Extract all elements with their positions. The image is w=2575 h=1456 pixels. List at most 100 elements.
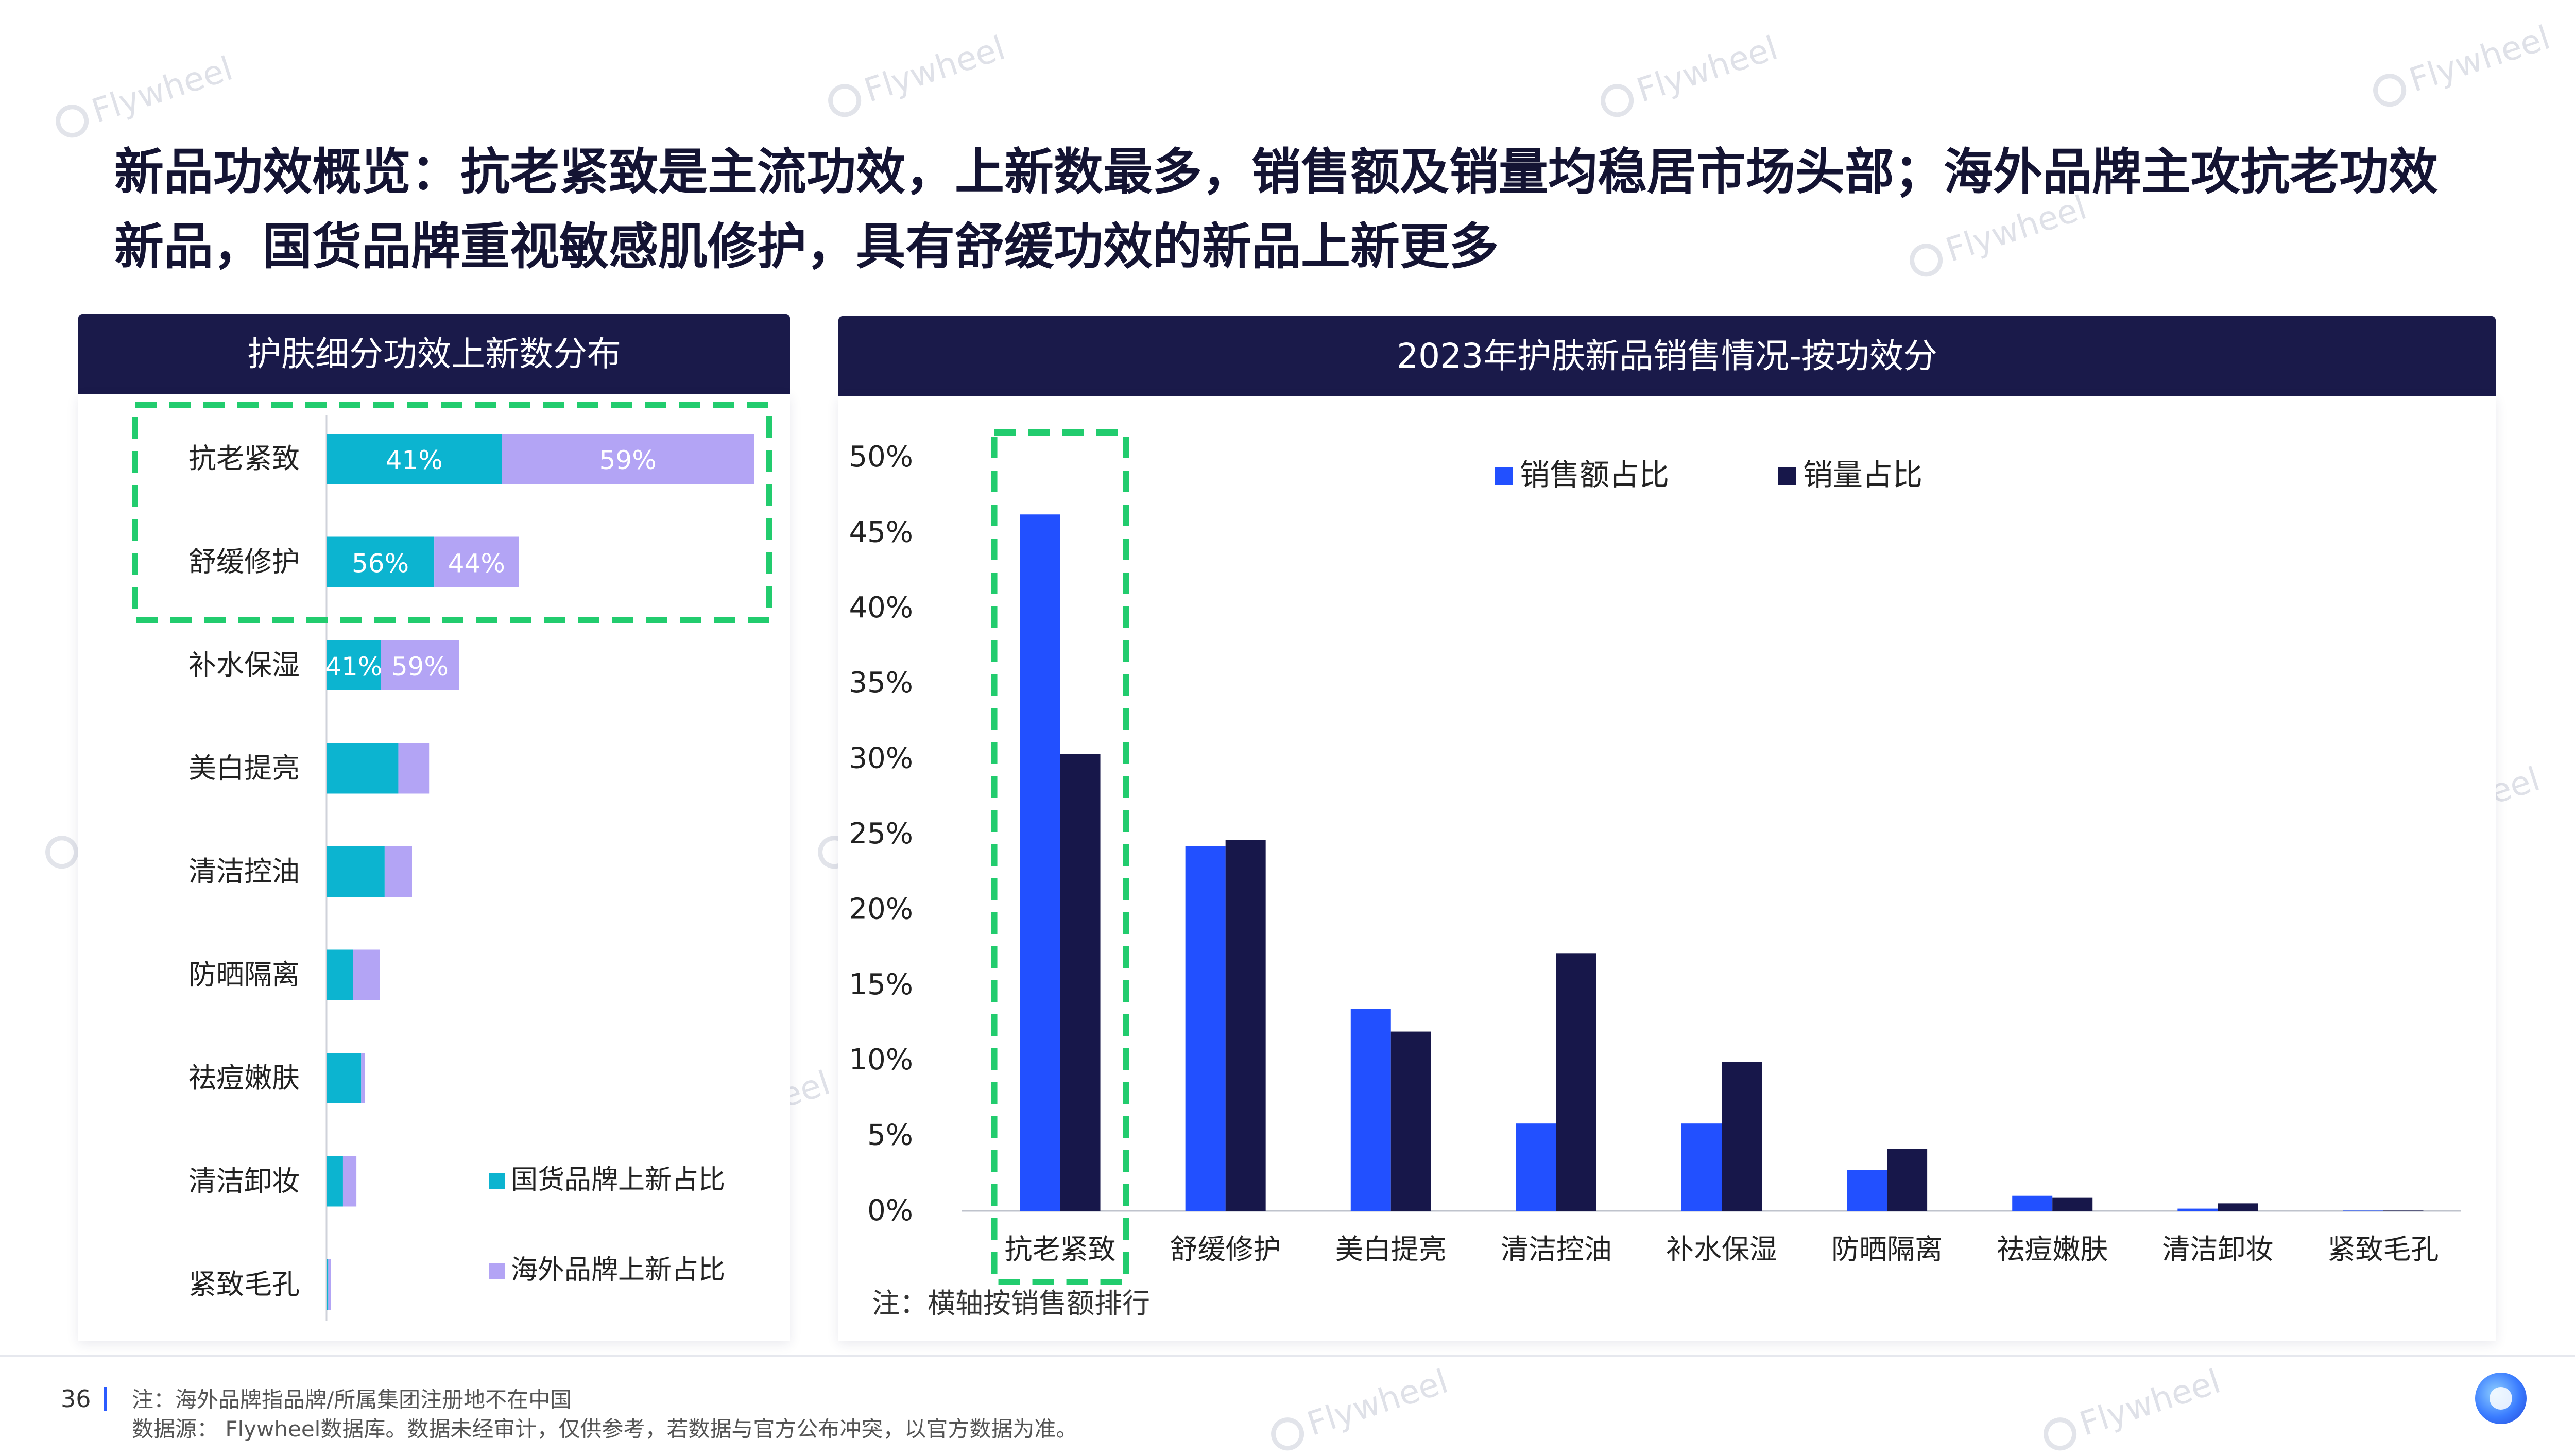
category-label: 清洁控油 <box>188 855 300 888</box>
footer-divider <box>0 1355 2575 1357</box>
x-tick-label: 祛痘嫩肤 <box>1997 1233 2108 1266</box>
watermark-text: Flywheel <box>2367 19 2555 112</box>
page-title: 新品功效概览：抗老紧致是主流功效，上新数最多，销售额及销量均稳居市场头部；海外品… <box>114 143 2438 275</box>
x-tick-label: 抗老紧致 <box>1005 1233 1116 1266</box>
x-tick-label: 清洁卸妆 <box>2162 1233 2273 1266</box>
bar-domestic <box>327 743 399 794</box>
bar-domestic <box>327 1156 343 1207</box>
highlight-box <box>132 402 772 623</box>
legend-label: 销售额占比 <box>1520 457 1669 492</box>
legend-swatch <box>1495 467 1513 485</box>
watermark-text: Flywheel <box>2038 1363 2225 1456</box>
watermark-text: Flywheel <box>822 29 1010 123</box>
bar-sales-amount <box>1350 1009 1391 1211</box>
bar-sales-amount <box>2177 1208 2218 1211</box>
y-tick-label: 25% <box>849 817 913 851</box>
watermark-text: Flywheel <box>1265 1363 1453 1456</box>
bar-sales-amount <box>2012 1195 2053 1211</box>
y-tick-label: 0% <box>867 1194 913 1227</box>
category-label: 抗老紧致 <box>188 442 300 475</box>
data-label-domestic: 41% <box>386 445 443 475</box>
flywheel-logo-icon <box>2475 1373 2527 1424</box>
bar-sales-volume <box>1060 754 1101 1211</box>
legend-label: 销量占比 <box>1803 457 1922 492</box>
y-tick-label: 15% <box>849 968 913 1001</box>
y-tick-label: 20% <box>849 892 913 926</box>
page-number: 36 <box>61 1385 91 1413</box>
right-panel-header: 2023年护肤新品销售情况-按功效分 <box>838 316 2496 396</box>
bar-sales-amount <box>1020 514 1060 1211</box>
bar-sales-volume <box>1225 840 1266 1211</box>
bar-domestic <box>327 536 435 587</box>
left-panel-header: 护肤细分功效上新数分布 <box>78 314 790 394</box>
bar-domestic <box>327 640 381 690</box>
bar-overseas <box>328 1259 331 1310</box>
bar-domestic <box>327 434 502 484</box>
bar-overseas <box>381 640 459 690</box>
bar-sales-amount <box>2343 1210 2383 1211</box>
footer-note: 注：海外品牌指品牌/所属集团注册地不在中国 <box>132 1387 572 1412</box>
watermark-text: Flywheel <box>50 50 237 143</box>
bar-sales-amount <box>1681 1123 1722 1211</box>
bar-sales-amount <box>1847 1170 1887 1211</box>
bar-sales-volume <box>1556 953 1596 1211</box>
bar-domestic <box>327 1259 329 1310</box>
legend-swatch <box>1778 467 1796 485</box>
bar-sales-amount <box>1185 846 1226 1211</box>
watermark-text: Flywheel <box>1595 29 1782 123</box>
bar-overseas <box>384 846 412 897</box>
bar-domestic <box>327 846 385 897</box>
x-tick-label: 舒缓修护 <box>1170 1233 1281 1266</box>
bar-overseas <box>502 434 754 484</box>
page-number-divider <box>104 1387 107 1411</box>
bar-domestic <box>327 949 353 1000</box>
x-tick-label: 补水保湿 <box>1666 1233 1777 1266</box>
bar-overseas <box>434 536 519 587</box>
x-tick-label: 美白提亮 <box>1335 1233 1447 1266</box>
y-tick-label: 5% <box>867 1119 913 1152</box>
data-label-overseas: 44% <box>448 549 505 579</box>
category-label: 美白提亮 <box>188 752 300 785</box>
bar-sales-amount <box>1516 1123 1556 1211</box>
category-label: 防晒隔离 <box>188 959 300 991</box>
legend-swatch <box>489 1263 505 1279</box>
category-label: 紧致毛孔 <box>188 1268 300 1301</box>
y-tick-label: 30% <box>849 742 913 775</box>
bar-domestic <box>327 1053 362 1103</box>
footer-source: 数据源： Flywheel数据库。数据未经审计，仅供参考，若数据与官方公布冲突，… <box>132 1416 1078 1442</box>
y-tick-label: 40% <box>849 591 913 625</box>
bar-sales-volume <box>2218 1203 2258 1211</box>
right-panel-body: 0% 5% 10% 15% 20% 25% 30% 35% 40% 45% 50% 抗老紧致 舒缓修护 美… <box>838 396 2496 1341</box>
bar-overseas <box>398 743 430 794</box>
legend-swatch <box>489 1173 505 1189</box>
left-panel-body: 抗老紧致 41% 59% 舒缓修护 56% 44% 补水保湿 41% 59% 美白提亮清洁控油防晒… <box>78 394 790 1341</box>
bar-sales-volume <box>1722 1062 1762 1211</box>
data-label-domestic: 41% <box>325 652 382 682</box>
data-label-domestic: 56% <box>352 549 409 579</box>
bar-sales-volume <box>1887 1149 1928 1211</box>
bar-sales-volume <box>2383 1210 2424 1211</box>
data-label-overseas: 59% <box>391 652 449 682</box>
category-label: 祛痘嫩肤 <box>188 1062 300 1094</box>
left-stacked-bar-chart: 抗老紧致 41% 59% 舒缓修护 56% 44% 补水保湿 41% 59% 美白提亮清洁控油防晒… <box>132 402 772 1321</box>
x-tick-label: 紧致毛孔 <box>2327 1233 2439 1266</box>
y-tick-label: 35% <box>849 666 913 700</box>
y-tick-label: 50% <box>849 440 913 474</box>
right-grouped-bar-chart: 0% 5% 10% 15% 20% 25% 30% 35% 40% 45% 50% 抗老紧致 舒缓修护 美… <box>849 429 2461 1320</box>
x-tick-label: 清洁控油 <box>1501 1233 1612 1266</box>
y-tick-label: 45% <box>849 515 913 549</box>
legend-label: 海外品牌上新占比 <box>511 1255 725 1286</box>
bar-sales-volume <box>1390 1031 1431 1211</box>
category-label: 补水保湿 <box>188 649 300 681</box>
bar-overseas <box>353 949 380 1000</box>
bar-sales-volume <box>2052 1197 2093 1211</box>
legend-label: 国货品牌上新占比 <box>511 1165 725 1195</box>
x-tick-label: 防晒隔离 <box>1831 1233 1943 1266</box>
bar-overseas <box>361 1053 365 1103</box>
category-label: 舒缓修护 <box>188 546 300 578</box>
y-tick-label: 10% <box>849 1043 913 1077</box>
data-label-overseas: 59% <box>599 445 657 475</box>
highlight-box <box>991 429 1129 1285</box>
chart-note: 注：横轴按销售额排行 <box>872 1287 1150 1320</box>
category-label: 清洁卸妆 <box>188 1165 300 1198</box>
